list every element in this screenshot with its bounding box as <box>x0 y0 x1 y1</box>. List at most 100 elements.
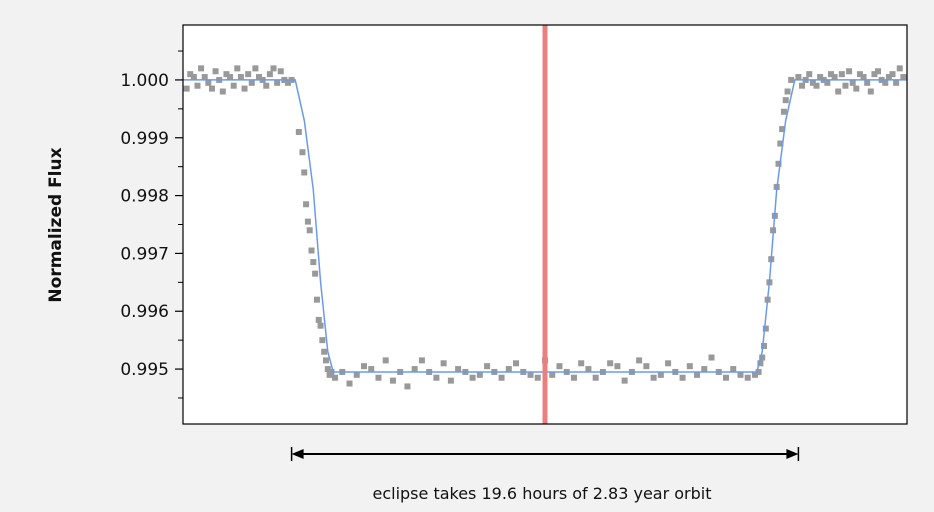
data-point <box>299 149 306 156</box>
data-point <box>476 371 483 378</box>
data-point <box>686 363 693 370</box>
data-point <box>757 360 764 367</box>
data-point <box>650 374 657 381</box>
data-point <box>737 371 744 378</box>
data-point <box>799 82 806 89</box>
data-point <box>831 74 838 81</box>
data-point <box>252 65 259 72</box>
data-point <box>788 76 795 83</box>
data-point <box>274 79 281 86</box>
data-point <box>657 371 664 378</box>
data-point <box>755 368 762 375</box>
data-point <box>498 374 505 381</box>
data-point <box>723 374 729 381</box>
data-point <box>328 368 335 375</box>
data-point <box>198 65 205 72</box>
data-point <box>404 383 411 390</box>
data-point <box>867 88 874 95</box>
data-point <box>679 374 686 381</box>
data-point <box>433 374 440 381</box>
data-point <box>751 371 758 378</box>
data-point <box>556 363 563 370</box>
y-axis-ticks <box>175 50 183 399</box>
data-point <box>780 108 787 115</box>
data-point <box>744 374 751 381</box>
data-point <box>636 357 643 364</box>
data-point <box>361 363 367 370</box>
data-point <box>838 71 845 78</box>
data-point <box>614 363 621 370</box>
data-point <box>304 218 311 225</box>
data-point <box>223 71 230 78</box>
y-axis-tick-labels: 1.000 0.999 0.998 0.997 0.996 0.995 <box>120 71 169 380</box>
data-point <box>607 360 614 367</box>
data-point <box>849 79 856 86</box>
data-point <box>570 374 577 381</box>
data-point <box>549 371 556 378</box>
data-point <box>824 79 831 86</box>
data-point <box>846 68 853 75</box>
data-point <box>762 325 769 332</box>
data-point <box>263 82 270 89</box>
data-point <box>205 79 212 86</box>
data-point <box>237 74 244 81</box>
data-point <box>303 201 310 208</box>
data-point <box>592 374 599 381</box>
data-point <box>513 360 520 367</box>
data-point <box>809 79 816 86</box>
data-point <box>806 71 813 78</box>
data-point <box>527 371 534 378</box>
y-tick-label: 0.996 <box>120 302 169 322</box>
data-point <box>321 348 328 355</box>
data-point <box>505 366 512 373</box>
data-point <box>306 227 313 234</box>
data-point <box>245 71 252 78</box>
data-point <box>295 128 302 135</box>
data-point <box>775 160 782 167</box>
data-point <box>312 270 319 277</box>
y-tick-label: 0.995 <box>120 360 169 380</box>
data-point <box>187 71 194 78</box>
data-point <box>578 360 585 367</box>
data-point <box>208 85 215 92</box>
data-point <box>455 366 462 373</box>
data-point <box>694 371 701 378</box>
data-point <box>708 354 715 361</box>
data-point <box>313 296 320 303</box>
duration-arrow <box>290 447 800 461</box>
data-point <box>827 71 834 78</box>
data-point <box>346 380 353 387</box>
data-point <box>875 68 882 75</box>
data-point <box>322 357 329 364</box>
data-point <box>256 74 263 81</box>
data-point <box>353 371 360 378</box>
data-point <box>835 88 842 95</box>
data-point <box>418 357 425 364</box>
data-point <box>817 74 824 81</box>
data-point <box>701 366 708 373</box>
data-point <box>893 79 900 86</box>
data-point <box>440 360 447 367</box>
data-point <box>842 82 849 89</box>
data-point <box>777 140 784 147</box>
data-point <box>310 259 317 266</box>
data-point <box>201 74 208 81</box>
data-point <box>761 342 768 349</box>
data-point <box>534 374 541 381</box>
y-tick-label: 0.997 <box>120 244 169 264</box>
data-point <box>643 363 650 370</box>
data-point <box>900 74 907 81</box>
data-point <box>585 366 592 373</box>
data-point <box>447 377 454 384</box>
data-point <box>860 74 867 81</box>
data-point <box>317 322 324 329</box>
data-point <box>368 366 375 373</box>
data-point <box>183 85 190 92</box>
data-point <box>301 169 308 176</box>
data-point <box>665 360 672 367</box>
data-point <box>389 377 396 384</box>
data-point <box>469 374 476 381</box>
data-point <box>782 97 789 104</box>
y-tick-label: 0.999 <box>120 129 169 149</box>
